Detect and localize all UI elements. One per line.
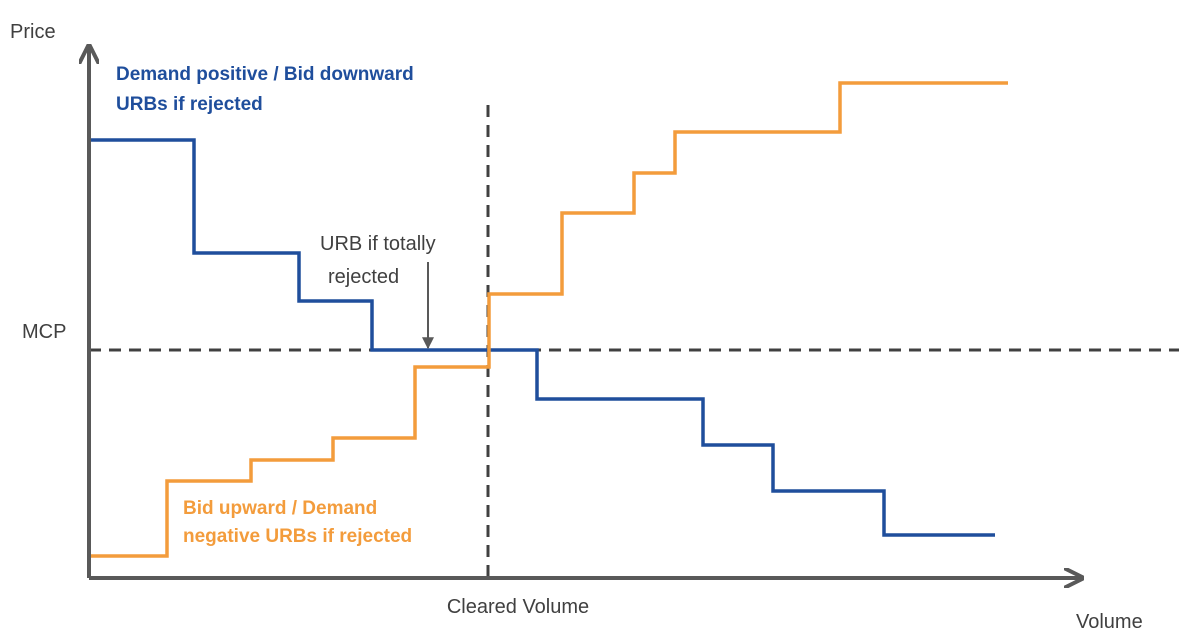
cleared-volume-label: Cleared Volume	[447, 596, 589, 618]
supply-note: negative URBs if rejected	[183, 526, 412, 547]
mcp-label: MCP	[22, 321, 66, 343]
y-axis-label: Price	[10, 21, 56, 43]
demand-note: Demand positive / Bid downward	[116, 64, 414, 85]
supply-curve	[89, 81, 1008, 558]
urb-note: rejected	[328, 266, 399, 288]
supply-note: Bid upward / Demand	[183, 498, 377, 519]
urb-note: URB if totally	[320, 233, 436, 255]
demand-curve	[89, 138, 995, 537]
demand-note: URBs if rejected	[116, 94, 263, 115]
x-axis-label: Volume	[1076, 611, 1143, 630]
